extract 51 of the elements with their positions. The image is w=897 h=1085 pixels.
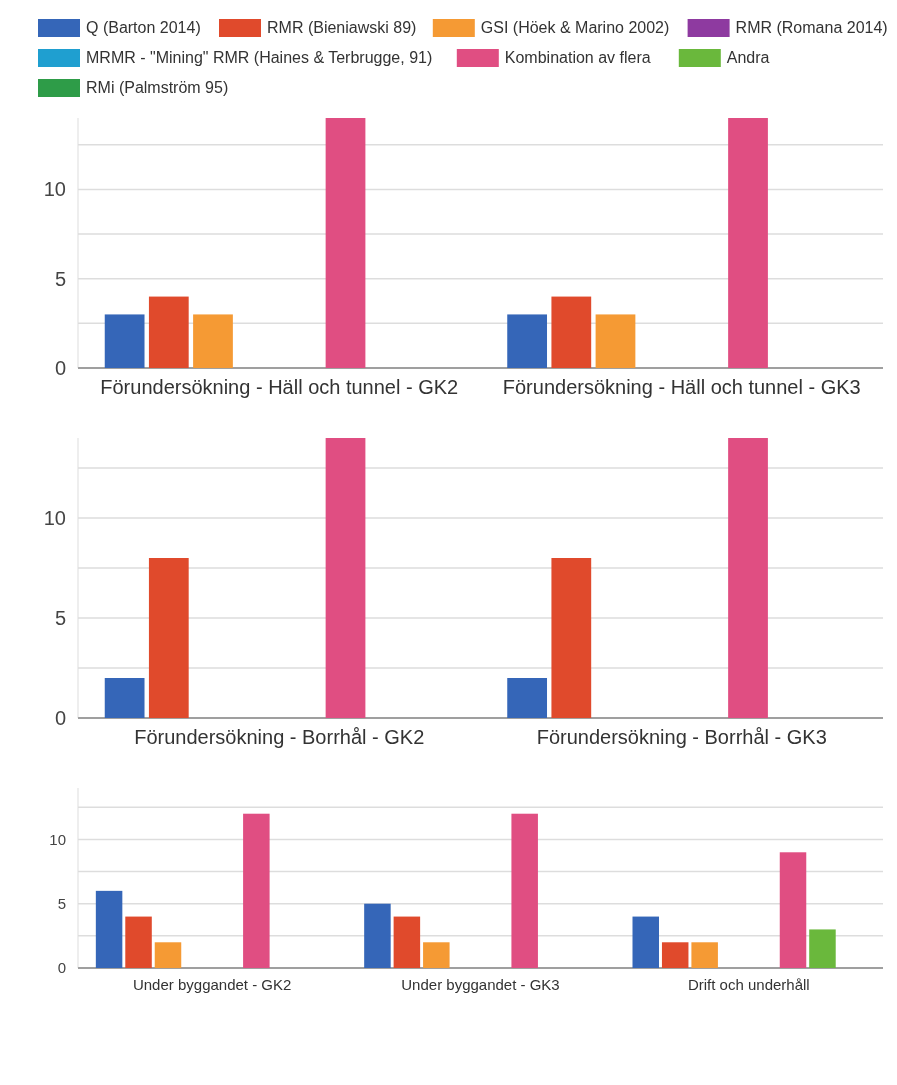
legend-label: Q (Barton 2014)	[86, 19, 201, 36]
bar	[728, 118, 768, 368]
bar	[154, 942, 182, 968]
bar	[595, 314, 636, 368]
x-tick-label: Drift och underhåll	[687, 976, 810, 993]
bar	[423, 942, 450, 968]
bar	[193, 314, 233, 368]
bar	[325, 438, 366, 718]
bar	[551, 558, 592, 718]
bar	[507, 678, 548, 718]
bar	[393, 916, 421, 968]
x-tick-label: Förundersökning - Borrhål - GK3	[536, 726, 827, 748]
legend-label: Kombination av flera	[504, 49, 651, 66]
bar	[243, 813, 270, 968]
bar	[104, 678, 145, 718]
y-tick-label: 10	[43, 507, 66, 529]
bar	[148, 558, 189, 718]
x-tick-label: Under byggandet - GK2	[132, 976, 292, 993]
y-tick-label: 10	[43, 178, 66, 201]
bar	[104, 314, 145, 368]
bar	[148, 296, 189, 368]
legend-label: RMi (Palmström 95)	[86, 79, 229, 96]
bar	[325, 118, 366, 368]
bar	[809, 929, 836, 968]
y-tick-label: 5	[57, 894, 66, 912]
bar	[511, 813, 538, 968]
x-tick-label: Förundersökning - Häll och tunnel - GK3	[502, 376, 861, 398]
bar	[125, 916, 152, 968]
bar	[728, 438, 768, 718]
bar	[691, 942, 718, 968]
bar	[507, 314, 548, 368]
legend-label: MRMR - "Mining" RMR (Haines & Terbrugge, 91)	[86, 49, 433, 66]
x-tick-label: Under byggandet - GK3	[401, 976, 560, 993]
y-tick-label: 5	[54, 267, 66, 290]
x-tick-label: Förundersökning - Häll och tunnel - GK2	[100, 376, 459, 398]
y-tick-label: 0	[57, 959, 66, 977]
bar	[632, 916, 660, 968]
bar	[95, 890, 123, 968]
legend-label: RMR (Romana 2014)	[735, 19, 888, 36]
y-tick-label: 10	[49, 830, 66, 848]
legend-label: Andra	[726, 49, 770, 66]
y-tick-label: 5	[54, 607, 66, 629]
x-tick-label: Förundersökning - Borrhål - GK2	[134, 726, 425, 748]
y-tick-label: 0	[54, 707, 66, 729]
bar	[779, 852, 807, 968]
y-tick-label: 0	[54, 357, 66, 379]
legend-label: RMR (Bieniawski 89)	[267, 19, 417, 36]
bar	[551, 296, 592, 368]
bar	[661, 942, 689, 968]
legend-label: GSI (Höek & Marino 2002)	[480, 19, 670, 36]
bar	[364, 903, 391, 968]
